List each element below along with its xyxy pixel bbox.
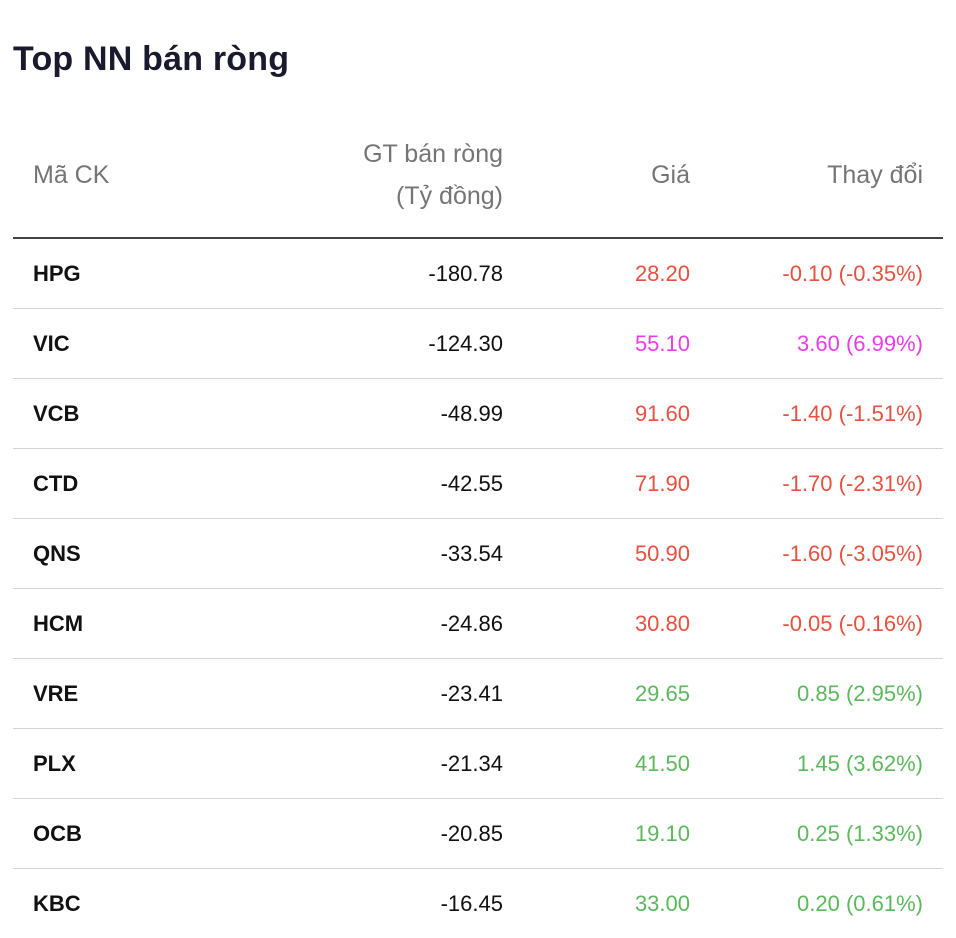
header-stock-code[interactable]: Mã CK [33, 161, 110, 189]
header-change[interactable]: Thay đổi [827, 161, 923, 189]
price: 29.65 [634, 681, 690, 706]
table-body: HPG -180.78 28.20 -0.10 (-0.35%) VIC -12… [13, 239, 943, 938]
net-sell-value: -16.45 [440, 891, 503, 916]
stock-code[interactable]: HPG [33, 261, 81, 286]
price-change: -0.05 (-0.16%) [782, 611, 923, 636]
net-sell-value: -180.78 [428, 261, 503, 286]
price: 30.80 [634, 611, 690, 636]
table-row[interactable]: PLX -21.34 41.50 1.45 (3.62%) [13, 729, 943, 799]
price: 19.10 [634, 821, 690, 846]
table-row[interactable]: VCB -48.99 91.60 -1.40 (-1.51%) [13, 379, 943, 449]
table-row[interactable]: QNS -33.54 50.90 -1.60 (-3.05%) [13, 519, 943, 589]
price-change: -1.40 (-1.51%) [782, 401, 923, 426]
net-sell-value: -124.30 [428, 331, 503, 356]
stock-code[interactable]: CTD [33, 471, 79, 496]
header-price[interactable]: Giá [651, 161, 690, 189]
price: 91.60 [634, 401, 690, 426]
table-row[interactable]: VIC -124.30 55.10 3.60 (6.99%) [13, 309, 943, 379]
stock-code[interactable]: OCB [33, 821, 82, 846]
price: 33.00 [634, 891, 690, 916]
price-change: 3.60 (6.99%) [797, 331, 923, 356]
table-row[interactable]: CTD -42.55 71.90 -1.70 (-2.31%) [13, 449, 943, 519]
price: 28.20 [634, 261, 690, 286]
net-sell-value: -23.41 [440, 681, 503, 706]
header-net-sell-value[interactable]: GT bán ròng (Tỷ đồng) [363, 133, 503, 217]
stock-code[interactable]: PLX [33, 751, 76, 776]
net-sell-value: -33.54 [440, 541, 503, 566]
table-row[interactable]: HPG -180.78 28.20 -0.10 (-0.35%) [13, 239, 943, 309]
stock-code[interactable]: VIC [33, 331, 70, 356]
price-change: 1.45 (3.62%) [797, 751, 923, 776]
stock-code[interactable]: VRE [33, 681, 79, 706]
net-sell-value: -42.55 [440, 471, 503, 496]
header-net-sell-value-line1: GT bán ròng [363, 140, 503, 168]
price: 41.50 [634, 751, 690, 776]
net-sell-value: -20.85 [440, 821, 503, 846]
widget-title: Top NN bán ròng [13, 40, 290, 78]
price: 71.90 [634, 471, 690, 496]
price-change: -1.60 (-3.05%) [782, 541, 923, 566]
stock-code[interactable]: QNS [33, 541, 81, 566]
table-row[interactable]: OCB -20.85 19.10 0.25 (1.33%) [13, 799, 943, 869]
price-change: 0.25 (1.33%) [797, 821, 923, 846]
header-net-sell-value-line2: (Tỷ đồng) [396, 182, 503, 210]
price: 55.10 [634, 331, 690, 356]
price-change: -1.70 (-2.31%) [782, 471, 923, 496]
table-header: Mã CK GT bán ròng (Tỷ đồng) Giá Thay đổi [13, 130, 943, 239]
table-row[interactable]: HCM -24.86 30.80 -0.05 (-0.16%) [13, 589, 943, 659]
net-sell-value: -24.86 [440, 611, 503, 636]
price-change: 0.20 (0.61%) [797, 891, 923, 916]
table-row[interactable]: VRE -23.41 29.65 0.85 (2.95%) [13, 659, 943, 729]
net-sell-value: -48.99 [440, 401, 503, 426]
price-change: 0.85 (2.95%) [797, 681, 923, 706]
net-sell-table: Mã CK GT bán ròng (Tỷ đồng) Giá Thay đổi… [13, 130, 943, 938]
stock-code[interactable]: KBC [33, 891, 81, 916]
net-sell-value: -21.34 [440, 751, 503, 776]
price-change: -0.10 (-0.35%) [782, 261, 923, 286]
stock-code[interactable]: HCM [33, 611, 84, 636]
price: 50.90 [634, 541, 690, 566]
stock-code[interactable]: VCB [33, 401, 80, 426]
table-row[interactable]: KBC -16.45 33.00 0.20 (0.61%) [13, 869, 943, 938]
